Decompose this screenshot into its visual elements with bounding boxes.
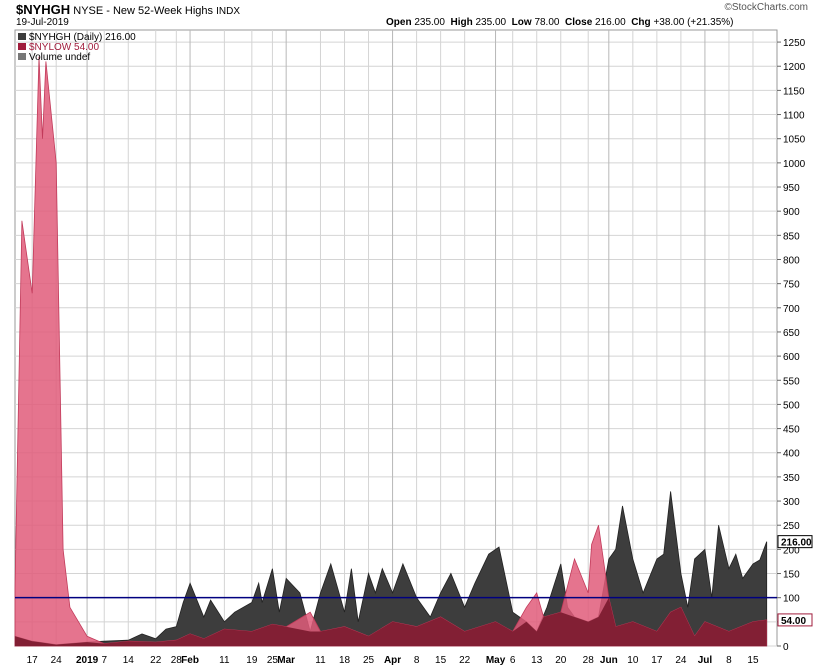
x-tick-label: 17 bbox=[27, 655, 39, 666]
exchange-label: INDX bbox=[216, 6, 241, 17]
open-label: Open bbox=[386, 17, 412, 28]
x-tick-label: Apr bbox=[384, 655, 401, 666]
y-tick-label: 1100 bbox=[783, 111, 805, 122]
y-axis: 0501001502002503003504004505005506006507… bbox=[777, 38, 806, 653]
y-tick-label: 100 bbox=[783, 594, 800, 605]
y-tick-label: 850 bbox=[783, 231, 800, 242]
x-tick-label: 24 bbox=[675, 655, 687, 666]
ohlc-readout: Open 235.00 High 235.00 Low 78.00 Close … bbox=[386, 17, 734, 28]
legend-nyhgh: $NYHGH (Daily) 216.00 bbox=[29, 32, 136, 43]
y-tick-label: 400 bbox=[783, 449, 800, 460]
high-label: High bbox=[450, 17, 473, 28]
nylow-area bbox=[14, 56, 768, 647]
legend: $NYHGH (Daily) 216.00 $NYLOW 54.00 Volum… bbox=[18, 32, 136, 63]
x-tick-label: Jul bbox=[698, 655, 713, 666]
x-tick-label: 25 bbox=[363, 655, 375, 666]
x-tick-label: 8 bbox=[726, 655, 732, 666]
y-tick-label: 500 bbox=[783, 400, 800, 411]
x-tick-label: 11 bbox=[219, 655, 230, 666]
x-tick-label: 22 bbox=[150, 655, 162, 666]
low-label: Low bbox=[511, 17, 532, 28]
y-tick-label: 650 bbox=[783, 328, 800, 339]
legend-volume: Volume undef bbox=[29, 52, 90, 63]
y-tick-label: 250 bbox=[783, 521, 800, 532]
y-tick-label: 350 bbox=[783, 473, 800, 484]
series-areas bbox=[14, 56, 768, 647]
y-tick-label: 800 bbox=[783, 255, 800, 266]
high-value: 235.00 bbox=[475, 17, 507, 28]
x-tick-label: 14 bbox=[123, 655, 135, 666]
y-tick-label: 550 bbox=[783, 376, 800, 387]
y-tick-label: 1050 bbox=[783, 135, 806, 146]
legend-swatch-nylow bbox=[18, 43, 26, 50]
x-tick-label: 24 bbox=[51, 655, 63, 666]
symbol-name: NYSE - New 52-Week Highs bbox=[73, 5, 214, 17]
x-tick-label: 11 bbox=[315, 655, 326, 666]
x-tick-label: 10 bbox=[627, 655, 639, 666]
last-value-tags: 216.00 54.00 bbox=[777, 535, 813, 627]
close-label: Close bbox=[565, 17, 593, 28]
x-tick-label: 22 bbox=[459, 655, 471, 666]
grid bbox=[15, 30, 777, 647]
y-tick-label: 750 bbox=[783, 280, 800, 291]
x-axis: 17 24 2019 7 14 22 28 Feb 11 19 25 Mar 11 18 25 Apr 8 15 2… bbox=[27, 655, 759, 666]
x-tick-label: Feb bbox=[181, 655, 199, 666]
last-value-nylow-box bbox=[777, 613, 813, 627]
chg-value: +38.00 (+21.35%) bbox=[653, 17, 734, 28]
chart-date: 19-Jul-2019 bbox=[16, 17, 69, 28]
y-tick-label: 150 bbox=[783, 570, 800, 581]
x-tick-label: May bbox=[486, 655, 506, 666]
y-tick-label: 950 bbox=[783, 183, 800, 194]
last-value-nyhgh: 216.00 bbox=[781, 538, 812, 549]
y-tick-label: 450 bbox=[783, 425, 800, 436]
y-tick-label: 1200 bbox=[783, 62, 806, 73]
x-tick-label: 15 bbox=[435, 655, 447, 666]
x-tick-label: 13 bbox=[531, 655, 543, 666]
x-tick-label: 18 bbox=[339, 655, 351, 666]
overlap-area bbox=[15, 597, 767, 646]
x-tick-label: 2019 bbox=[76, 655, 99, 666]
x-tick-label: 28 bbox=[583, 655, 595, 666]
y-tick-label: 600 bbox=[783, 352, 800, 363]
y-tick-label: 900 bbox=[783, 207, 800, 218]
legend-swatch-nyhgh bbox=[18, 33, 26, 40]
close-value: 216.00 bbox=[595, 17, 626, 28]
chart-header-title: $NYHGH NYSE - New 52-Week Highs INDX bbox=[16, 2, 240, 17]
symbol-label: $NYHGH bbox=[16, 2, 71, 17]
open-value: 235.00 bbox=[414, 17, 445, 28]
legend-nylow: $NYLOW 54.00 bbox=[29, 42, 99, 53]
x-tick-label: 20 bbox=[555, 655, 567, 666]
x-tick-label: 6 bbox=[510, 655, 516, 666]
low-value: 78.00 bbox=[534, 17, 560, 28]
y-tick-label: 0 bbox=[783, 642, 789, 653]
x-tick-label: 8 bbox=[414, 655, 420, 666]
x-tick-label: 25 bbox=[267, 655, 279, 666]
x-tick-label: 17 bbox=[651, 655, 663, 666]
chg-label: Chg bbox=[631, 17, 651, 28]
last-value-nylow: 54.00 bbox=[781, 616, 806, 627]
y-tick-label: 1250 bbox=[783, 38, 806, 49]
x-tick-label: 7 bbox=[101, 655, 107, 666]
x-tick-label: Jun bbox=[600, 655, 618, 666]
watermark: ©StockCharts.com bbox=[724, 2, 808, 13]
plot-frame bbox=[14, 29, 778, 647]
legend-swatch-volume bbox=[18, 53, 26, 60]
y-tick-label: 200 bbox=[783, 545, 800, 556]
x-tick-label: 28 bbox=[171, 655, 183, 666]
y-tick-label: 1150 bbox=[783, 86, 805, 97]
x-tick-label: Mar bbox=[277, 655, 295, 666]
x-tick-label: 15 bbox=[747, 655, 759, 666]
y-tick-label: 300 bbox=[783, 497, 800, 508]
y-tick-label: 1000 bbox=[783, 159, 806, 170]
x-tick-label: 19 bbox=[246, 655, 258, 666]
last-value-nyhgh-box bbox=[777, 535, 813, 549]
y-tick-label: 700 bbox=[783, 304, 800, 315]
